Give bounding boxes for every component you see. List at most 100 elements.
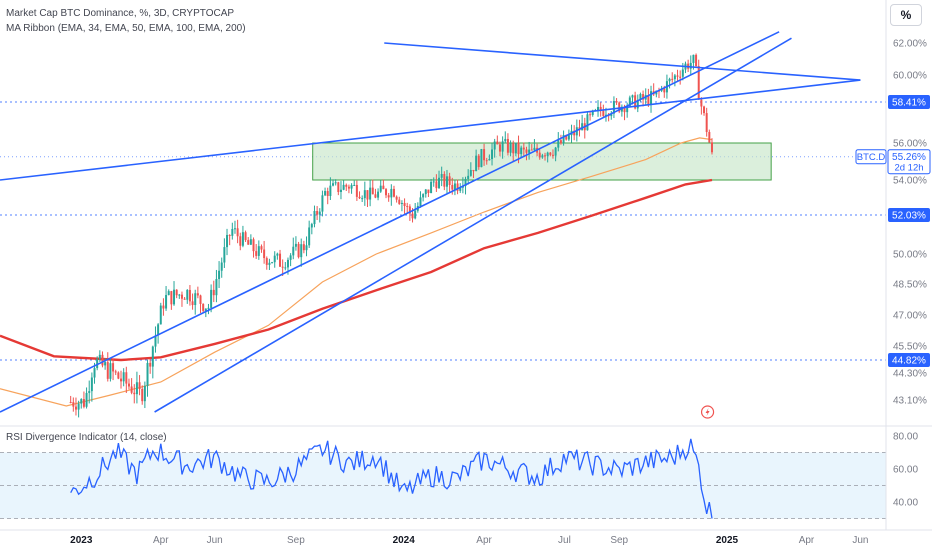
candle-body bbox=[509, 143, 512, 153]
candle-body bbox=[363, 190, 366, 199]
candle-body bbox=[392, 188, 395, 197]
candle-body bbox=[597, 106, 600, 111]
x-tick-label: Sep bbox=[287, 535, 305, 546]
candle-body bbox=[249, 239, 252, 245]
trendline-3[interactable] bbox=[154, 37, 792, 413]
percent-scale-button[interactable]: % bbox=[890, 4, 922, 26]
candle-body bbox=[286, 259, 289, 268]
candle-body bbox=[239, 236, 242, 246]
y-tick-label: 48.50% bbox=[893, 280, 927, 291]
candle-body bbox=[369, 187, 372, 200]
x-tick-label: Jun bbox=[852, 535, 868, 546]
candle-body bbox=[233, 228, 236, 230]
candle-body bbox=[204, 308, 207, 311]
candle-body bbox=[551, 154, 554, 156]
candle-body bbox=[329, 185, 332, 196]
candle-body bbox=[705, 113, 708, 132]
candle-body bbox=[310, 224, 313, 228]
candle-body bbox=[188, 289, 191, 302]
candle-body bbox=[210, 289, 213, 308]
candle-body bbox=[146, 362, 149, 386]
candle-body bbox=[642, 94, 645, 100]
candle-body bbox=[220, 262, 223, 271]
candle-body bbox=[143, 385, 146, 402]
candle-body bbox=[257, 246, 260, 256]
candle-body bbox=[321, 195, 324, 212]
candle-body bbox=[599, 106, 602, 111]
candle-body bbox=[334, 182, 337, 184]
candle-body bbox=[268, 262, 271, 265]
candle-body bbox=[440, 174, 443, 178]
candle-body bbox=[650, 91, 653, 105]
candle-body bbox=[151, 346, 154, 367]
candle-body bbox=[170, 291, 173, 305]
candle-body bbox=[112, 363, 115, 372]
candle-body bbox=[109, 363, 112, 379]
candle-body bbox=[382, 185, 385, 190]
candle-body bbox=[284, 267, 287, 269]
candle-body bbox=[700, 99, 703, 107]
ma-ribbon-label: MA Ribbon (EMA, 34, EMA, 50, EMA, 100, E… bbox=[6, 23, 246, 34]
candle-body bbox=[347, 186, 350, 189]
candle-body bbox=[175, 289, 178, 296]
rsi-pane bbox=[0, 425, 932, 519]
trendline-2[interactable] bbox=[0, 31, 780, 413]
candle-body bbox=[520, 147, 523, 155]
candle-body bbox=[448, 176, 451, 185]
x-tick-label: Sep bbox=[610, 535, 628, 546]
trendline-4[interactable] bbox=[384, 42, 861, 81]
candle-body bbox=[125, 372, 128, 384]
current-price-tag-bg bbox=[887, 149, 931, 175]
y-tick-label: 56.00% bbox=[893, 139, 927, 150]
candle-body bbox=[353, 184, 356, 186]
candle-body bbox=[305, 245, 308, 251]
candle-body bbox=[244, 232, 247, 241]
candle-body bbox=[567, 135, 570, 140]
candle-body bbox=[358, 196, 361, 199]
candle-body bbox=[226, 234, 229, 248]
candle-body bbox=[173, 289, 176, 305]
candle-body bbox=[271, 262, 274, 264]
x-tick-label: Apr bbox=[799, 535, 815, 546]
y-tick-label: 54.00% bbox=[893, 176, 927, 187]
candle-body bbox=[628, 97, 631, 107]
symbol-title: Market Cap BTC Dominance, %, 3D, CRYPTOC… bbox=[6, 8, 235, 19]
trendline-1[interactable] bbox=[0, 79, 861, 181]
ema-200-line bbox=[0, 178, 713, 362]
candle-body bbox=[96, 359, 99, 369]
candle-body bbox=[602, 110, 605, 116]
candle-body bbox=[165, 295, 168, 309]
candle-body bbox=[101, 354, 104, 366]
candle-body bbox=[673, 75, 676, 80]
candle-body bbox=[475, 155, 478, 172]
candle-body bbox=[483, 149, 486, 161]
price-tag-text: 52.03% bbox=[892, 211, 926, 222]
candle-body bbox=[371, 187, 374, 195]
candle-body bbox=[199, 295, 202, 304]
candle-body bbox=[98, 354, 101, 360]
candle-body bbox=[692, 54, 695, 63]
trendlines-layer[interactable] bbox=[0, 31, 861, 413]
candle-body bbox=[263, 249, 266, 259]
price-tag-bg bbox=[888, 95, 930, 109]
candle-body bbox=[530, 149, 533, 151]
candle-body bbox=[445, 176, 448, 187]
candle-body bbox=[77, 403, 80, 410]
candle-body bbox=[279, 253, 282, 267]
candle-body bbox=[695, 54, 698, 67]
candle-body bbox=[385, 189, 388, 196]
candle-body bbox=[546, 152, 549, 157]
candle-body bbox=[432, 181, 435, 183]
candle-body bbox=[581, 123, 584, 131]
zone-rect bbox=[312, 142, 772, 181]
candle-body bbox=[538, 152, 541, 158]
candle-body bbox=[467, 175, 470, 179]
candle-body bbox=[231, 228, 234, 236]
candle-body bbox=[289, 255, 292, 260]
candle-body bbox=[313, 210, 316, 225]
candle-body bbox=[549, 152, 552, 155]
candle-body bbox=[514, 142, 517, 154]
candle-body bbox=[186, 289, 189, 300]
candle-body bbox=[647, 95, 650, 105]
